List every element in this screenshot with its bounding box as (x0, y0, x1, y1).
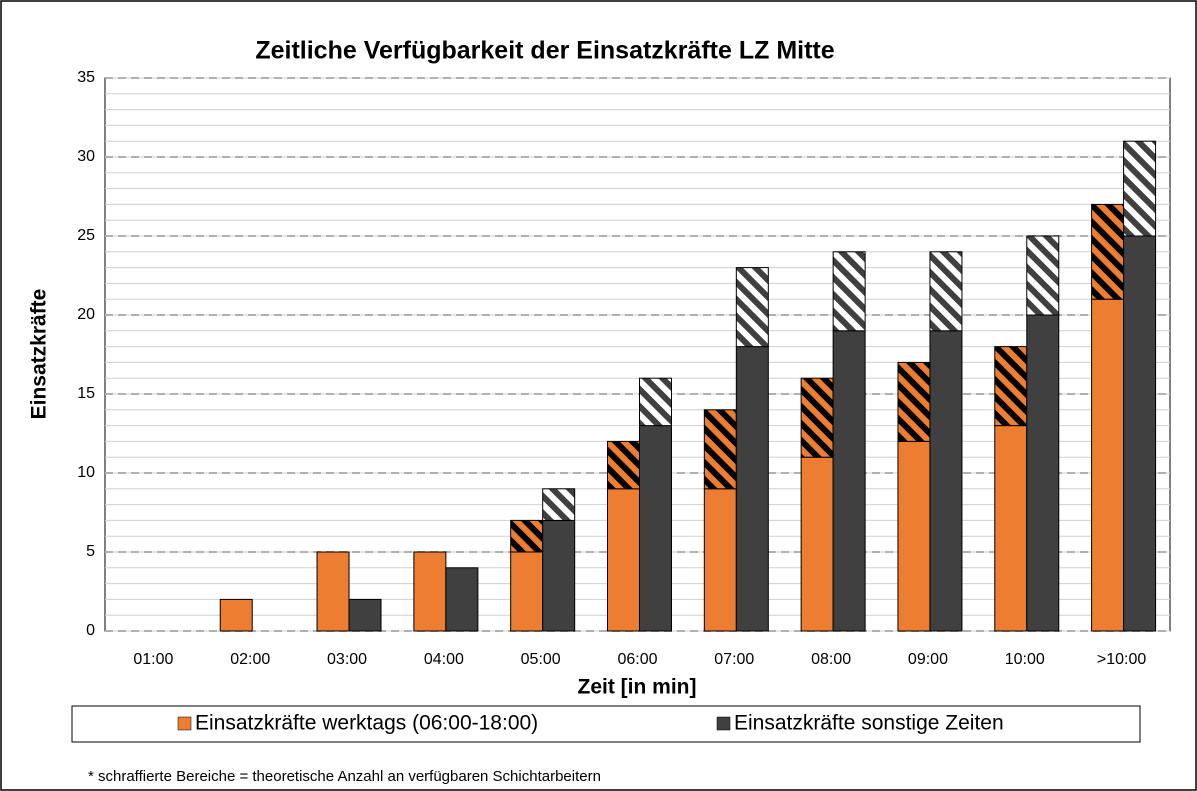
hatched-bar (832, 251, 866, 332)
bar (929, 330, 963, 632)
y-tick-label: 0 (86, 622, 95, 639)
footnote: * schraffierte Bereiche = theoretische A… (88, 768, 601, 785)
hatched-bar (542, 488, 576, 521)
bar (445, 567, 479, 632)
hatched-bar (607, 440, 640, 490)
bar (994, 425, 1028, 632)
x-tick-label: 04:00 (424, 651, 464, 668)
y-tick-label: 20 (77, 306, 95, 323)
legend-label: Einsatzkräfte werktags (06:00-18:00) (195, 712, 538, 735)
bar (1123, 235, 1157, 632)
x-tick-label: 03:00 (327, 651, 367, 668)
x-tick-label: 07:00 (714, 651, 754, 668)
bar (510, 551, 544, 632)
y-tick-label: 15 (77, 385, 95, 402)
hatched-bar (639, 377, 672, 427)
y-tick-label: 35 (77, 69, 95, 86)
hatched-bar (735, 267, 769, 348)
hatched-bar (510, 519, 544, 553)
hatched-bar (897, 361, 931, 442)
hatched-bar (1091, 203, 1125, 300)
y-axis-title: Einsatzkräfte (28, 289, 51, 420)
y-tick-label: 5 (86, 543, 95, 560)
bar (413, 551, 447, 632)
bar (607, 488, 640, 632)
bar (800, 456, 834, 632)
x-tick-label: 05:00 (521, 651, 561, 668)
bar (1091, 298, 1125, 632)
y-tick-label: 25 (77, 227, 95, 244)
bar (542, 519, 576, 632)
x-axis-title: Zeit [in min] (578, 676, 697, 699)
bar (703, 488, 737, 632)
y-tick-label: 30 (77, 148, 95, 165)
y-tick-label: 10 (77, 464, 95, 481)
bar (832, 330, 866, 632)
x-tick-label: 10:00 (1005, 651, 1045, 668)
chart-title: Zeitliche Verfügbarkeit der Einsatzkräft… (255, 37, 834, 65)
bar (316, 551, 350, 632)
bar (897, 440, 931, 632)
x-tick-label: 06:00 (617, 651, 657, 668)
x-tick-label: 09:00 (908, 651, 948, 668)
legend-swatch (177, 716, 192, 731)
hatched-bar (703, 409, 737, 490)
x-tick-label: >10:00 (1097, 651, 1146, 668)
hatched-bar (994, 346, 1028, 427)
legend-label: Einsatzkräfte sonstige Zeiten (734, 712, 1004, 735)
bar (348, 598, 382, 632)
hatched-bar (1123, 140, 1157, 237)
bar (735, 346, 769, 632)
bar (219, 598, 253, 632)
hatched-bar (929, 251, 963, 332)
bar (1026, 314, 1060, 632)
legend-swatch (716, 716, 731, 731)
x-tick-label: 01:00 (133, 651, 173, 668)
x-tick-label: 02:00 (230, 651, 270, 668)
hatched-bar (1026, 235, 1060, 316)
x-tick-label: 08:00 (811, 651, 851, 668)
hatched-bar (800, 377, 834, 458)
bar (639, 425, 672, 632)
legend-box (71, 705, 1141, 743)
